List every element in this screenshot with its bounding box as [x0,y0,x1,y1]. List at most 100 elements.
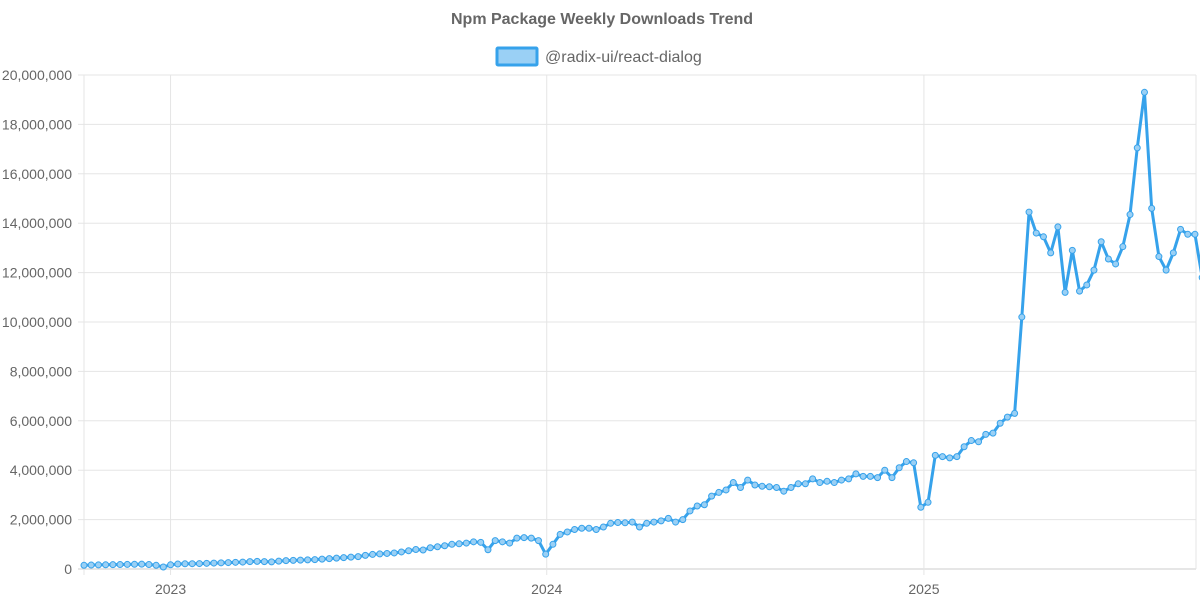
data-point[interactable] [470,538,478,546]
data-point[interactable] [953,453,961,461]
data-point[interactable] [195,560,203,568]
data-point[interactable] [94,561,102,569]
data-point[interactable] [635,523,643,531]
data-point[interactable] [823,477,831,485]
legend[interactable]: @radix-ui/react-dialog [495,46,702,67]
data-point[interactable] [282,557,290,565]
data-point[interactable] [549,540,557,548]
data-point[interactable] [268,558,276,566]
data-point[interactable] [1090,266,1098,274]
data-point[interactable] [664,514,672,522]
data-point[interactable] [477,538,485,546]
data-point[interactable] [722,486,730,494]
data-point[interactable] [888,474,896,482]
data-point[interactable] [765,483,773,491]
data-point[interactable] [1011,409,1019,417]
data-point[interactable] [1169,249,1177,257]
data-point[interactable] [599,523,607,531]
data-point[interactable] [188,560,196,568]
data-point[interactable] [1104,255,1112,263]
data-point[interactable] [931,451,939,459]
data-point[interactable] [1039,233,1047,241]
data-point[interactable] [578,524,586,532]
data-point[interactable] [700,501,708,509]
data-point[interactable] [80,561,88,569]
data-point[interactable] [354,553,362,561]
data-point[interactable] [275,557,283,565]
data-point[interactable] [527,534,535,542]
data-point[interactable] [614,519,622,527]
data-point[interactable] [852,470,860,478]
data-point[interactable] [484,546,492,554]
data-point[interactable] [311,556,319,564]
data-point[interactable] [1119,243,1127,251]
data-point[interactable] [982,430,990,438]
data-point[interactable] [780,487,788,495]
data-point[interactable] [239,558,247,566]
data-point[interactable] [1162,266,1170,274]
data-point[interactable] [917,503,925,511]
data-point[interactable] [203,559,211,567]
data-point[interactable] [1076,287,1084,295]
data-point[interactable] [441,542,449,550]
data-point[interactable] [116,561,124,569]
data-point[interactable] [246,558,254,566]
data-point[interactable] [332,554,340,562]
data-point[interactable] [708,492,716,500]
data-point[interactable] [1068,246,1076,254]
data-point[interactable] [866,472,874,480]
data-point[interactable] [181,560,189,568]
data-point[interactable] [131,560,138,568]
data-point[interactable] [383,549,391,557]
data-point[interactable] [138,560,146,568]
data-point[interactable] [340,554,348,562]
data-point[interactable] [830,479,838,487]
data-point[interactable] [715,488,723,496]
data-point[interactable] [304,556,312,564]
data-point[interactable] [102,561,110,569]
data-point[interactable] [325,555,333,563]
data-point[interactable] [967,437,975,445]
data-point[interactable] [801,480,809,488]
data-point[interactable] [650,518,658,526]
data-point[interactable] [672,518,680,526]
data-point[interactable] [405,547,413,555]
data-point[interactable] [736,483,744,491]
data-point[interactable] [989,429,997,437]
data-point[interactable] [534,537,542,545]
data-point[interactable] [253,557,261,565]
data-point[interactable] [426,544,434,552]
data-point[interactable] [571,525,579,533]
data-point[interactable] [1018,313,1026,321]
data-point[interactable] [1133,144,1141,152]
data-point[interactable] [318,555,326,563]
data-point[interactable] [506,539,514,547]
data-point[interactable] [607,519,615,527]
data-point[interactable] [174,560,182,568]
data-point[interactable] [462,539,470,547]
data-point[interactable] [686,507,694,515]
data-point[interactable] [1061,288,1069,296]
data-point[interactable] [679,516,687,524]
data-point[interactable] [1054,223,1062,231]
data-point[interactable] [910,459,918,467]
data-point[interactable] [895,464,903,472]
data-point[interactable] [859,472,867,480]
data-point[interactable] [946,454,954,462]
data-point[interactable] [217,559,225,567]
data-point[interactable] [369,550,377,558]
data-point[interactable] [975,438,983,446]
data-point[interactable] [513,534,521,542]
data-point[interactable] [1184,230,1192,238]
data-point[interactable] [592,525,600,533]
data-point[interactable] [296,556,304,564]
data-point[interactable] [837,476,845,484]
data-point[interactable] [960,443,968,451]
data-point[interactable] [729,479,737,487]
data-point[interactable] [232,558,239,566]
legend-label[interactable]: @radix-ui/react-dialog [545,49,702,66]
data-point[interactable] [643,519,651,527]
data-point[interactable] [1112,260,1120,268]
data-point[interactable] [123,560,131,568]
data-point[interactable] [1126,211,1134,219]
